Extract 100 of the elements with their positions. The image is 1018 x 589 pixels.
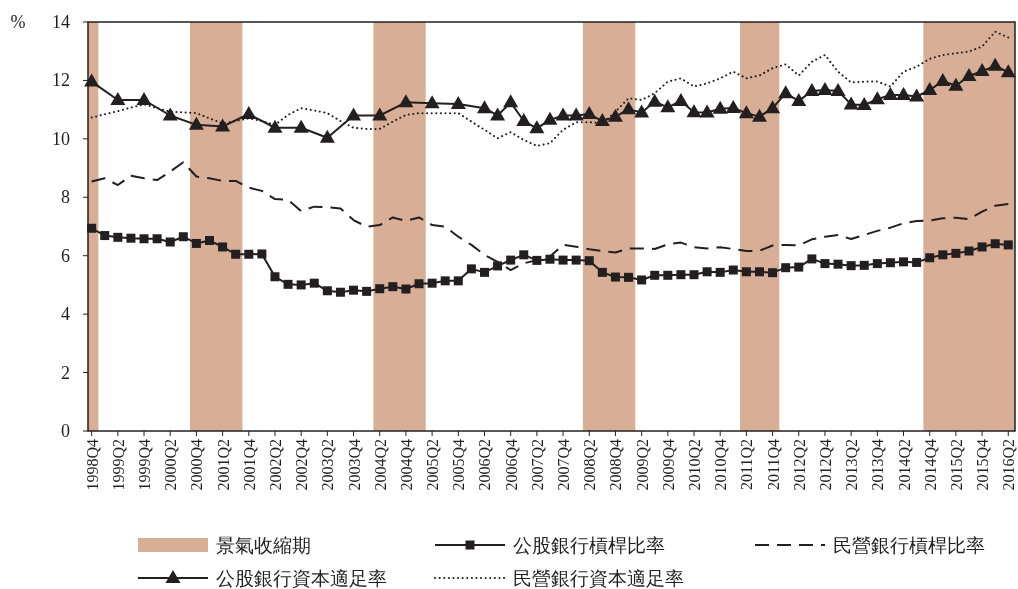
point bbox=[293, 119, 309, 133]
x-tick-label: 2008Q4 bbox=[607, 439, 625, 491]
x-tick-label: 2011Q4 bbox=[764, 439, 782, 490]
x-tick-label: 2004Q4 bbox=[397, 439, 415, 491]
x-tick-label: 2010Q4 bbox=[712, 439, 730, 491]
point bbox=[529, 120, 545, 134]
x-tick-label: 2016Q2 bbox=[1000, 439, 1018, 491]
point bbox=[424, 95, 440, 109]
x-tick-label: 2005Q4 bbox=[450, 439, 468, 491]
x-tick-label: 2007Q4 bbox=[555, 439, 573, 491]
point bbox=[490, 107, 506, 121]
point bbox=[267, 119, 283, 133]
x-tick-label: 2011Q2 bbox=[738, 439, 756, 490]
legend-label: 民營銀行資本適足率 bbox=[513, 568, 684, 589]
x-tick-label: 2009Q4 bbox=[659, 439, 677, 491]
point bbox=[712, 100, 728, 114]
point bbox=[660, 99, 676, 113]
y-tick-label: 4 bbox=[61, 304, 70, 325]
point bbox=[882, 87, 898, 101]
x-tick-label: 2014Q2 bbox=[895, 439, 913, 491]
x-tick-label: 2003Q4 bbox=[345, 439, 363, 491]
point bbox=[1000, 64, 1016, 78]
point bbox=[621, 101, 637, 115]
point bbox=[581, 106, 597, 120]
x-tick-label: 2000Q2 bbox=[162, 439, 180, 491]
point bbox=[136, 92, 152, 105]
point bbox=[948, 77, 964, 91]
x-tick-label: 2000Q4 bbox=[188, 439, 206, 491]
point bbox=[686, 104, 702, 118]
legend-label: 民營銀行槓桿比率 bbox=[833, 535, 985, 556]
point bbox=[974, 63, 990, 77]
x-tick-label: 2006Q2 bbox=[476, 439, 494, 491]
point bbox=[869, 91, 885, 105]
y-tick-label: 6 bbox=[61, 245, 70, 266]
point bbox=[765, 100, 781, 114]
point bbox=[516, 113, 532, 127]
x-tick-label: 2010Q2 bbox=[686, 439, 704, 491]
point bbox=[738, 105, 754, 119]
x-tick-label: 2002Q4 bbox=[293, 439, 311, 491]
point bbox=[961, 68, 977, 82]
x-tick-label: 2008Q2 bbox=[581, 439, 599, 491]
x-tick-label: 2006Q4 bbox=[502, 439, 520, 491]
point bbox=[607, 108, 623, 122]
point bbox=[398, 94, 414, 108]
x-tick-label: 2012Q2 bbox=[790, 439, 808, 491]
legend-label: 公股銀行槓桿比率 bbox=[513, 535, 665, 556]
point bbox=[922, 82, 938, 96]
x-tick-label: 2013Q4 bbox=[869, 439, 887, 491]
point bbox=[804, 82, 820, 96]
point bbox=[555, 107, 571, 121]
point bbox=[778, 85, 794, 99]
point bbox=[110, 92, 126, 105]
x-tick-label: 2005Q2 bbox=[424, 439, 442, 491]
point bbox=[188, 116, 204, 130]
x-tick-label: 2015Q4 bbox=[974, 439, 992, 491]
x-tick-label: 1998Q4 bbox=[83, 439, 101, 491]
point bbox=[503, 94, 519, 108]
x-tick-label: 2015Q2 bbox=[947, 439, 965, 491]
x-tick-label: 2001Q2 bbox=[214, 439, 232, 491]
point bbox=[830, 82, 846, 96]
x-tick-label: 2003Q2 bbox=[319, 439, 337, 491]
x-tick-label: 2014Q4 bbox=[921, 439, 939, 491]
point bbox=[896, 87, 912, 101]
point bbox=[450, 96, 466, 110]
y-tick-label: 14 bbox=[52, 12, 70, 32]
y-tick-label: 8 bbox=[61, 187, 70, 208]
point bbox=[84, 73, 100, 87]
y-tick-label: 12 bbox=[52, 70, 70, 91]
x-tick-label: 2009Q2 bbox=[633, 439, 651, 491]
y-tick-label: 10 bbox=[52, 128, 70, 149]
x-tick-label: 1999Q4 bbox=[136, 439, 154, 491]
point bbox=[319, 129, 335, 143]
point bbox=[647, 93, 663, 107]
point bbox=[673, 92, 689, 106]
point bbox=[856, 96, 872, 110]
legend-label: 公股銀行資本適足率 bbox=[216, 568, 387, 589]
point bbox=[909, 88, 925, 102]
y-axis-title: % bbox=[10, 12, 26, 32]
point bbox=[987, 57, 1003, 71]
point bbox=[843, 96, 859, 110]
point bbox=[215, 118, 231, 132]
x-tick-label: 2004Q2 bbox=[371, 439, 389, 491]
point bbox=[817, 82, 833, 96]
point bbox=[634, 104, 650, 118]
point bbox=[346, 107, 362, 121]
point bbox=[568, 107, 584, 121]
legend-label: 景氣收縮期 bbox=[216, 535, 311, 556]
point bbox=[935, 73, 951, 87]
point bbox=[542, 111, 558, 125]
x-tick-label: 1999Q2 bbox=[109, 439, 127, 491]
x-tick-label: 2013Q2 bbox=[843, 439, 861, 491]
y-tick-label: 0 bbox=[61, 421, 70, 441]
x-tick-label: 2001Q4 bbox=[240, 439, 258, 491]
x-tick-label: 2007Q2 bbox=[528, 439, 546, 491]
point bbox=[699, 104, 715, 118]
point bbox=[241, 106, 257, 120]
y-tick-label: 2 bbox=[61, 362, 70, 383]
point bbox=[751, 108, 767, 122]
x-tick-label: 2012Q4 bbox=[816, 439, 834, 491]
point bbox=[476, 100, 492, 114]
